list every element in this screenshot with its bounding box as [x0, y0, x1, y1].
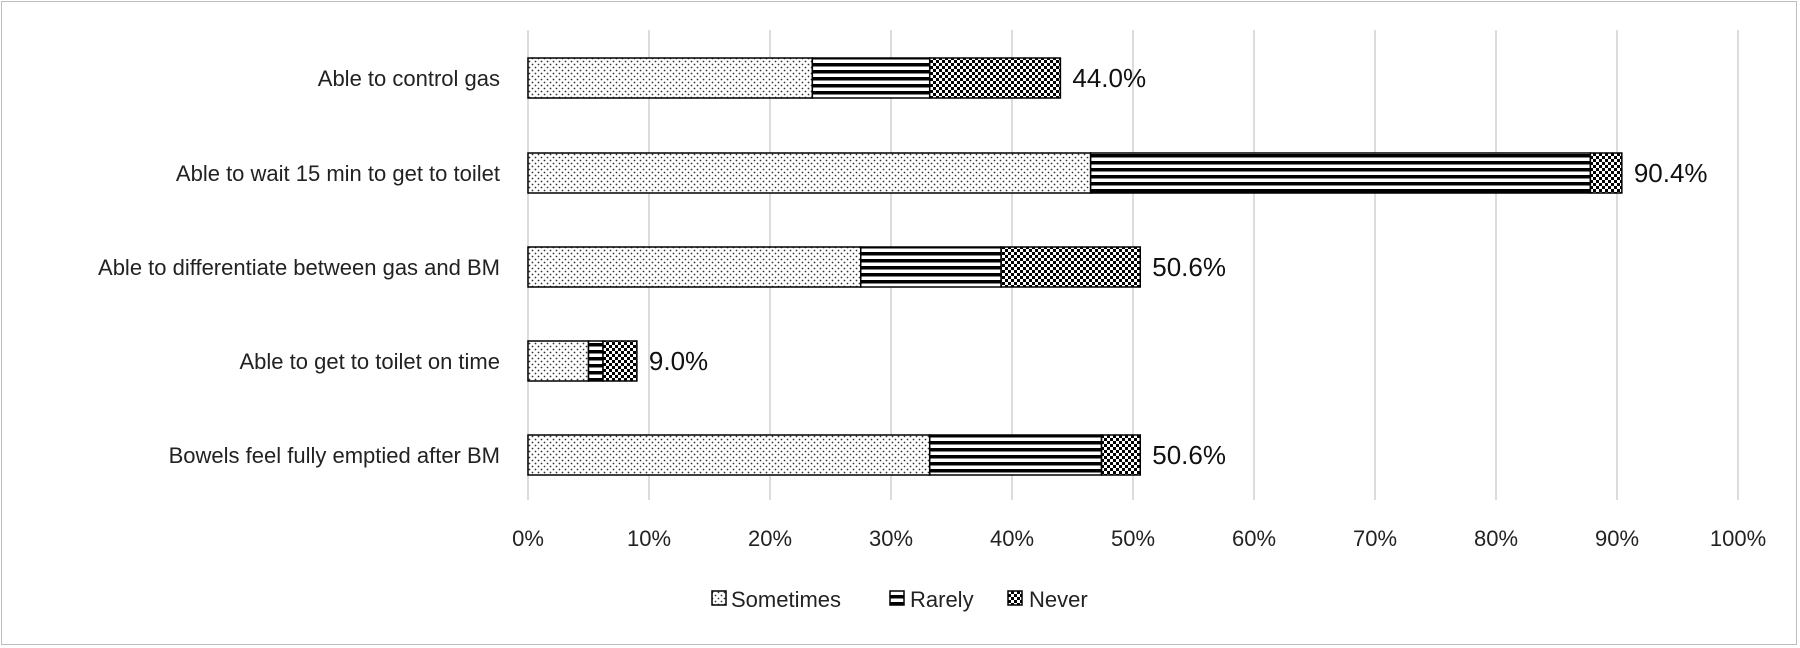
- category-label: Bowels feel fully emptied after BM: [169, 443, 500, 468]
- legend-swatch-sometimes: [711, 590, 727, 606]
- bar-segment-sometimes: [527, 434, 931, 476]
- bar-segment-never: [1000, 246, 1142, 288]
- category-label: Able to wait 15 min to get to toilet: [176, 161, 500, 186]
- bar-segment-sometimes: [527, 246, 862, 288]
- legend-swatch-never: [1007, 590, 1023, 606]
- x-tick-label: 70%: [1353, 526, 1397, 551]
- bar-segment-rarely: [860, 246, 1002, 288]
- x-tick-label: 80%: [1474, 526, 1518, 551]
- total-data-label: 50.6%: [1152, 440, 1226, 470]
- bar-segment-rarely: [587, 340, 604, 382]
- x-tick-label: 60%: [1232, 526, 1276, 551]
- bar-segment-sometimes: [527, 152, 1092, 194]
- labels: 0% 10% 20% 30% 40% 50% 60% 70% 80% 90% 100% Able to…: [98, 63, 1766, 551]
- total-data-label: 50.6%: [1152, 252, 1226, 282]
- total-data-label: 9.0%: [649, 346, 708, 376]
- legend-label-rarely: Rarely: [910, 587, 974, 612]
- category-label: Able to control gas: [318, 66, 500, 91]
- x-tick-label: 50%: [1111, 526, 1155, 551]
- total-data-label: 44.0%: [1072, 63, 1146, 93]
- bar-segment-rarely: [1089, 152, 1592, 194]
- category-label: Able to differentiate between gas and BM: [98, 255, 500, 280]
- category-label: Able to get to toilet on time: [240, 349, 501, 374]
- x-tick-label: 40%: [990, 526, 1034, 551]
- legend-swatch-rarely: [889, 590, 905, 606]
- bar-segment-never: [1100, 434, 1142, 476]
- x-tick-label: 20%: [748, 526, 792, 551]
- legend-label-sometimes: Sometimes: [731, 587, 841, 612]
- x-tick-label: 30%: [869, 526, 913, 551]
- x-tick-label: 100%: [1710, 526, 1766, 551]
- x-tick-label: 10%: [627, 526, 671, 551]
- bar-segment-never: [928, 57, 1062, 99]
- x-tick-label: 0%: [512, 526, 544, 551]
- x-tick-label: 90%: [1595, 526, 1639, 551]
- total-data-label: 90.4%: [1634, 158, 1708, 188]
- legend-label-never: Never: [1029, 587, 1088, 612]
- bar-segment-never: [1589, 152, 1623, 194]
- bars: [527, 57, 1623, 476]
- bar-segment-rarely: [928, 434, 1103, 476]
- bar-segment-sometimes: [527, 57, 814, 99]
- legend: Sometimes Rarely Never: [711, 587, 1088, 612]
- bar-segment-rarely: [811, 57, 931, 99]
- bar-segment-sometimes: [527, 340, 590, 382]
- bar-segment-never: [602, 340, 638, 382]
- gridlines: [527, 30, 1739, 500]
